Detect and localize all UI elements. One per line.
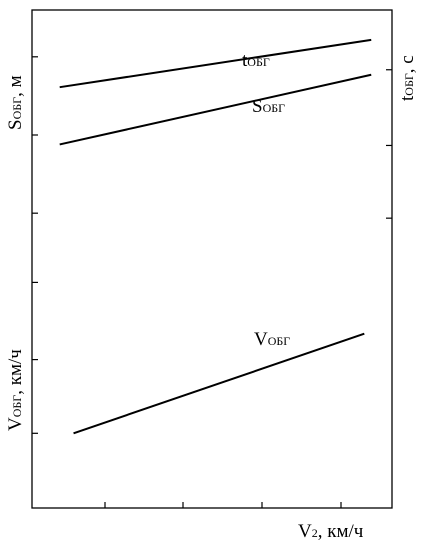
series-label-sub: ОБГ <box>263 101 286 115</box>
series-label-2: VОБГ <box>254 329 290 350</box>
series-lines <box>59 38 372 435</box>
y-axis-label-upper-sub: ОБГ <box>10 97 24 120</box>
y-axis-label-right-sub: ОБГ <box>402 73 416 96</box>
y-axis-label-upper-main: S <box>5 119 26 130</box>
y-axis-label-lower-sub: ОБГ <box>10 395 24 418</box>
y-axis-label-upper-unit: , м <box>5 75 26 97</box>
y-axis-label-right-unit: , с <box>397 55 418 73</box>
tick-marks <box>32 56 392 508</box>
y-axis-label-lower-main: V <box>5 417 26 431</box>
plot-frame <box>31 9 393 509</box>
y-axis-label-lower-unit: , км/ч <box>5 349 26 395</box>
series-line-2 <box>73 332 365 435</box>
y-axis-label-right-main: t <box>397 95 418 101</box>
x-axis-label-unit: , км/ч <box>318 521 364 542</box>
series-label-1: SОБГ <box>252 96 285 117</box>
series-label-sub: ОБГ <box>247 55 270 69</box>
x-axis-label-sub: 2 <box>312 526 318 540</box>
y-axis-label-upper: SОБГ, м <box>5 75 26 130</box>
series-label-main: S <box>252 96 263 117</box>
x-axis-label-main: V <box>298 521 312 542</box>
y-axis-label-lower: VОБГ, км/ч <box>5 349 26 431</box>
series-label-0: tОБГ <box>242 50 270 71</box>
series-line-0 <box>59 38 372 89</box>
series-label-main: V <box>254 329 268 350</box>
y-axis-label-right: tОБГ, с <box>397 55 418 101</box>
series-label-main: t <box>242 50 248 71</box>
series-line-1 <box>59 73 372 146</box>
series-label-sub: ОБГ <box>268 334 291 348</box>
x-axis-label: V2, км/ч <box>298 521 364 542</box>
